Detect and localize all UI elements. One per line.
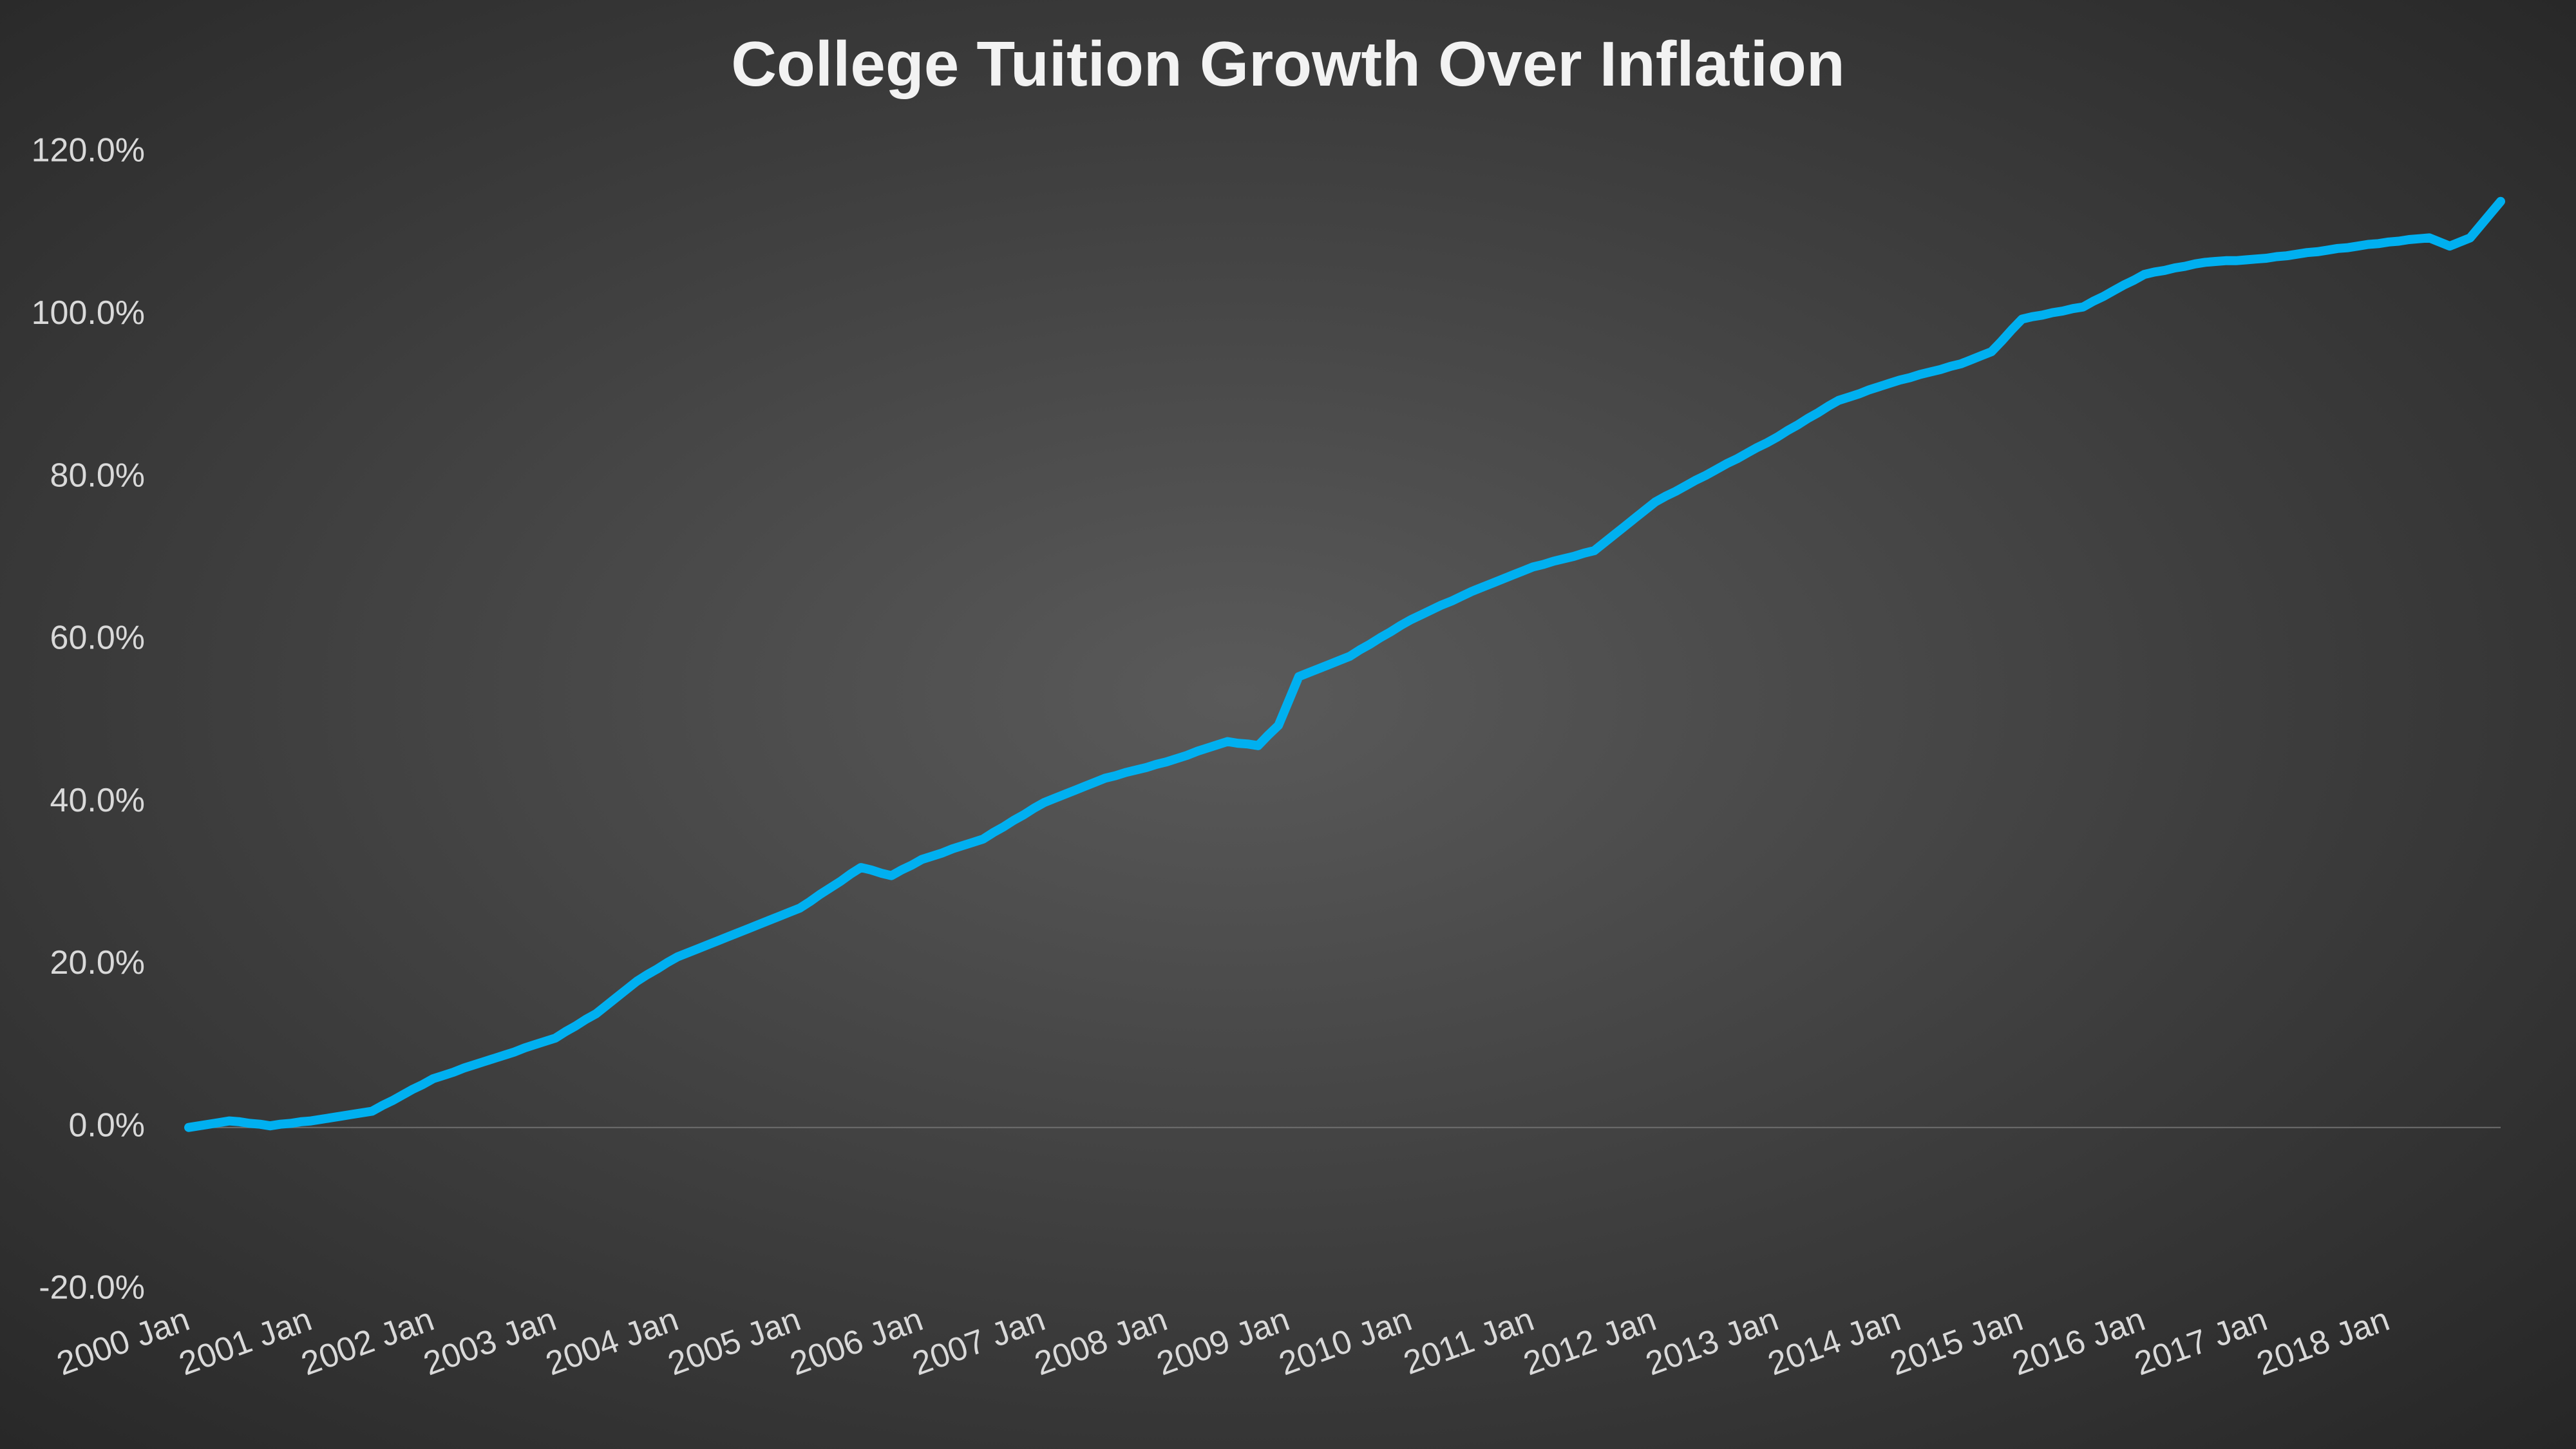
x-tick-label: 2016 Jan: [2007, 1301, 2150, 1383]
x-tick-label: 2017 Jan: [2130, 1301, 2272, 1383]
chart-title: College Tuition Growth Over Inflation: [731, 28, 1845, 99]
x-tick-label: 2005 Jan: [663, 1301, 806, 1383]
y-tick-label: 40.0%: [50, 782, 145, 819]
y-tick-label: 20.0%: [50, 944, 145, 981]
x-tick-label: 2004 Jan: [541, 1301, 683, 1383]
x-tick-label: 2011 Jan: [1399, 1301, 1539, 1382]
x-tick-label: 2003 Jan: [419, 1301, 561, 1383]
x-tick-label: 2007 Jan: [907, 1301, 1050, 1383]
y-tick-label: 60.0%: [50, 620, 145, 657]
y-tick-label: -20.0%: [39, 1269, 145, 1307]
y-tick-label: 80.0%: [50, 457, 145, 494]
x-tick-label: 2015 Jan: [1886, 1301, 2028, 1383]
x-tick-label: 2000 Jan: [52, 1301, 194, 1383]
x-tick-label: 2002 Jan: [296, 1301, 439, 1383]
x-tick-label: 2009 Jan: [1152, 1301, 1294, 1383]
x-tick-label: 2006 Jan: [786, 1301, 928, 1383]
x-tick-label: 2018 Jan: [2252, 1301, 2394, 1383]
x-tick-label: 2001 Jan: [175, 1301, 317, 1383]
y-tick-label: 0.0%: [68, 1106, 145, 1144]
x-tick-label: 2014 Jan: [1763, 1301, 1906, 1383]
x-tick-label: 2008 Jan: [1030, 1301, 1172, 1383]
x-tick-label: 2012 Jan: [1519, 1301, 1661, 1383]
y-tick-label: 100.0%: [32, 294, 145, 332]
x-tick-label: 2010 Jan: [1274, 1301, 1417, 1383]
y-tick-label: 120.0%: [32, 132, 145, 169]
x-tick-label: 2013 Jan: [1641, 1301, 1783, 1383]
data-line: [184, 196, 2505, 1132]
